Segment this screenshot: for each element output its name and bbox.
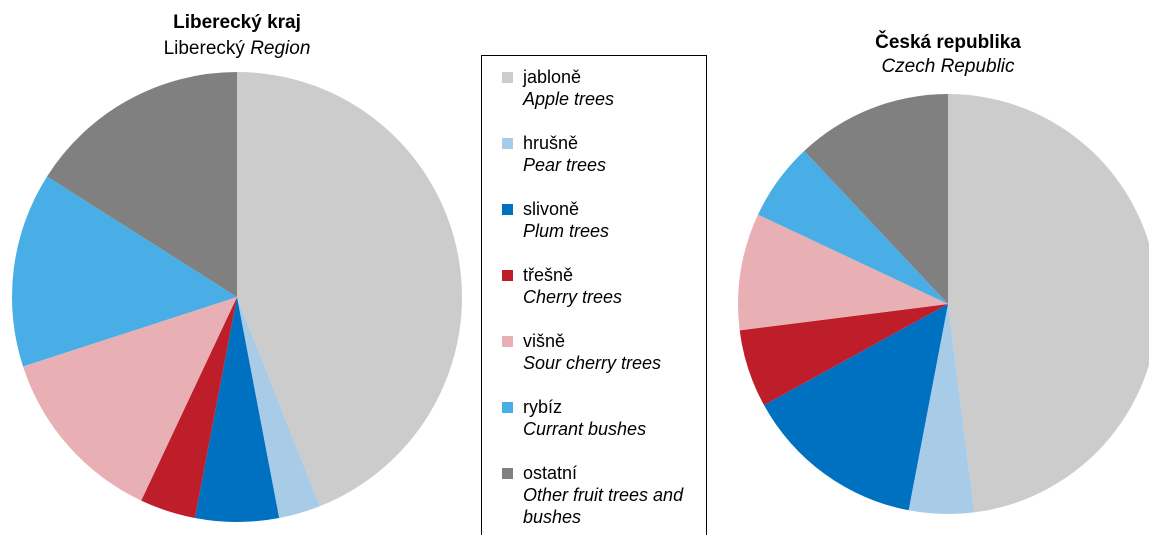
legend-name-en: Currant bushes — [523, 419, 647, 439]
pie-slice — [948, 94, 1149, 513]
pie-slice — [763, 304, 948, 511]
pie-slice — [141, 297, 237, 519]
legend-item: rybíz Currant bushes — [502, 396, 706, 462]
legend: jabloně Apple trees hrušně Pear trees slivon… — [481, 55, 707, 535]
legend-name: jabloně — [523, 67, 582, 87]
pie-slice — [237, 72, 463, 507]
legend-text: jabloně Apple trees — [523, 66, 693, 110]
pie-slice — [194, 297, 280, 523]
pie-slice — [739, 304, 948, 406]
legend-item: jabloně Apple trees — [502, 66, 706, 132]
legend-name-en: Pear trees — [523, 155, 607, 175]
pie-slice — [908, 304, 975, 515]
legend-text: ostatní Other fruit trees and bushes — [523, 462, 693, 528]
legend-name: třešně — [523, 265, 574, 285]
legend-swatch — [502, 204, 513, 215]
legend-text: višně Sour cherry trees — [523, 330, 693, 374]
legend-item: hrušně Pear trees — [502, 132, 706, 198]
subtitle-en: Region — [250, 38, 310, 59]
legend-name: slivoně — [523, 199, 580, 219]
legend-name-en: Plum trees — [523, 221, 610, 241]
chart-subtitle: Czech Republic — [881, 56, 1015, 77]
legend-item: třešně Cherry trees — [502, 264, 706, 330]
legend-text: třešně Cherry trees — [523, 264, 693, 308]
legend-name: hrušně — [523, 133, 579, 153]
legend-swatch — [502, 270, 513, 281]
legend-name-en: Cherry trees — [523, 287, 623, 307]
legend-swatch — [502, 138, 513, 149]
legend-swatch — [502, 336, 513, 347]
legend-text: hrušně Pear trees — [523, 132, 693, 176]
legend-name: višně — [523, 331, 566, 351]
pie-slice — [804, 94, 948, 304]
pie-slice — [23, 297, 237, 501]
chart-title: Česká republika — [875, 31, 1021, 53]
legend-name-en: Sour cherry trees — [523, 353, 662, 373]
legend-swatch — [502, 468, 513, 479]
legend-item: slivoně Plum trees — [502, 198, 706, 264]
legend-swatch — [502, 72, 513, 83]
legend-text: rybíz Currant bushes — [523, 396, 693, 440]
subtitle: Liberecký — [164, 38, 246, 59]
legend-name: rybíz — [523, 397, 563, 417]
legend-item: ostatní Other fruit trees and bushes — [502, 462, 706, 528]
pie-slice — [47, 72, 238, 297]
legend-name: ostatní — [523, 463, 578, 483]
pie-slice — [757, 150, 948, 304]
pie-slice — [237, 297, 320, 519]
legend-name-en: Apple trees — [523, 89, 615, 109]
chart-subtitle: Liberecký Region — [164, 38, 311, 59]
legend-name-en: Other fruit trees and bushes — [523, 485, 684, 527]
legend-item: višně Sour cherry trees — [502, 330, 706, 396]
chart-title: Liberecký kraj — [173, 12, 301, 33]
legend-text: slivoně Plum trees — [523, 198, 693, 242]
pie-slice — [738, 214, 948, 331]
pie-slice — [12, 176, 237, 367]
legend-swatch — [502, 402, 513, 413]
